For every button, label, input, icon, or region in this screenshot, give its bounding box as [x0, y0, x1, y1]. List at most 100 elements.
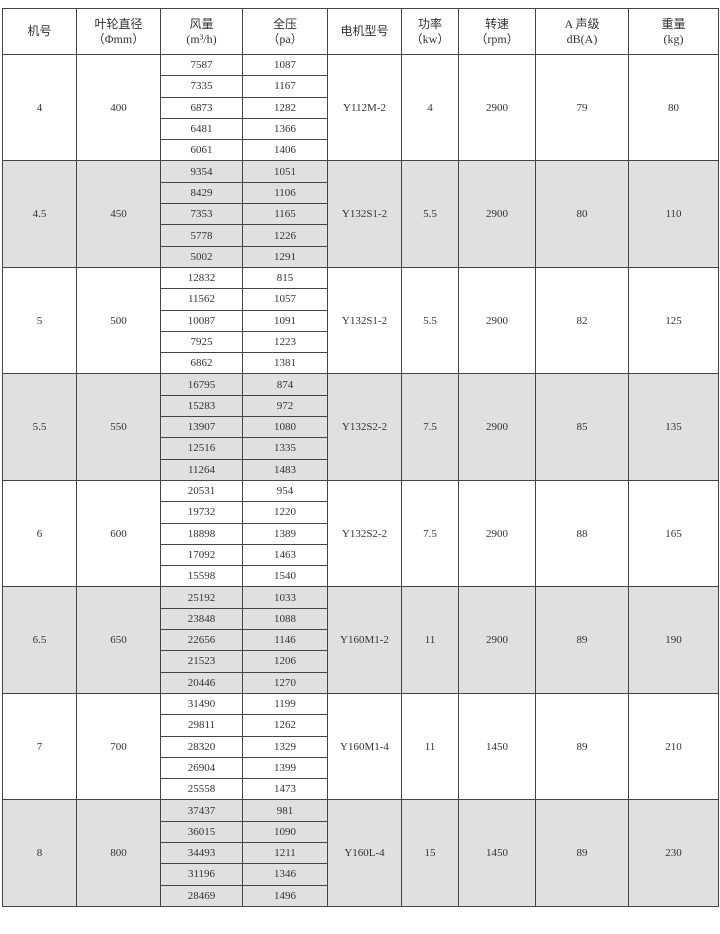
airflow-cell: 16795	[160, 373, 243, 396]
header-label: 叶轮直径	[94, 16, 143, 31]
header-pressure: 全压 （pa）	[242, 8, 328, 55]
header-impeller-diameter: 叶轮直径 （Φmm）	[76, 8, 161, 55]
weight-cell: 210	[628, 692, 719, 801]
model-no-cell: 5.5	[2, 373, 77, 481]
header-label: 功率	[417, 16, 442, 31]
header-unit: dB(A)	[566, 31, 598, 46]
pressure-cell: 1206	[242, 650, 328, 673]
airflow-cell: 25558	[160, 778, 243, 801]
header-unit: (kg)	[663, 31, 684, 46]
header-label: 转速	[484, 16, 509, 31]
header-power: 功率 （kw）	[401, 8, 459, 55]
airflow-cell: 29811	[160, 714, 243, 737]
pressure-cell: 1220	[242, 501, 328, 524]
pressure-cell: 1346	[242, 863, 328, 886]
airflow-cell: 6873	[160, 96, 243, 119]
table-row: 34493 1211	[3, 841, 719, 865]
pressure-cell: 1226	[242, 224, 328, 247]
header-unit: （pa）	[267, 31, 303, 46]
airflow-cell: 34493	[160, 841, 243, 865]
pressure-cell: 972	[242, 394, 328, 418]
pressure-cell: 1088	[242, 607, 328, 631]
pressure-cell: 1381	[242, 352, 328, 375]
pressure-cell: 1080	[242, 416, 328, 439]
airflow-cell: 7925	[160, 330, 243, 354]
model-no-cell: 5	[2, 266, 77, 375]
pressure-cell: 1090	[242, 820, 328, 843]
airflow-cell: 13907	[160, 416, 243, 439]
motor-model-cell: Y132S2-2	[327, 479, 402, 588]
airflow-cell: 28469	[160, 884, 243, 907]
table-row: 21523 1206	[3, 650, 719, 673]
pressure-cell: 1199	[242, 692, 328, 716]
airflow-cell: 7587	[160, 53, 243, 77]
pressure-cell: 1329	[242, 735, 328, 758]
table-row: 6862 1381	[3, 352, 719, 375]
airflow-cell: 7335	[160, 75, 243, 98]
airflow-cell: 19732	[160, 501, 243, 524]
motor-model-cell: Y160M1-2	[327, 586, 402, 694]
table-row: 19732 1220	[3, 501, 719, 524]
model-no-cell: 6.5	[2, 586, 77, 694]
impeller-diameter-cell: 600	[76, 479, 161, 588]
table-row: 8 800 37437 981 Y160L-4 15 1450 89 230	[2, 799, 719, 907]
airflow-cell: 20446	[160, 671, 243, 694]
header-label: 电机型号	[340, 24, 389, 38]
airflow-cell: 9354	[160, 160, 243, 183]
table-row: 28320 1329	[3, 735, 719, 758]
airflow-cell: 12832	[160, 266, 243, 290]
weight-cell: 135	[628, 373, 719, 481]
header-unit: （kw）	[410, 31, 450, 46]
airflow-cell: 37437	[160, 799, 243, 822]
pressure-cell: 1211	[242, 841, 328, 865]
noise-cell: 89	[535, 692, 629, 801]
pressure-cell: 1270	[242, 671, 328, 694]
pressure-cell: 1406	[242, 139, 328, 162]
pressure-cell: 1335	[242, 437, 328, 460]
model-no-cell: 8	[2, 799, 77, 907]
weight-cell: 230	[628, 799, 719, 907]
header-label: 重量	[661, 16, 686, 31]
header-label: 机号	[27, 24, 52, 38]
power-cell: 15	[401, 799, 459, 907]
pressure-cell: 1223	[242, 330, 328, 354]
table-body: 4 400 7587 1087 Y112M-2 4 2900 79 80 7335 1167 6873…	[2, 53, 719, 907]
impeller-diameter-cell: 550	[76, 373, 161, 481]
pressure-cell: 1463	[242, 543, 328, 567]
noise-cell: 82	[535, 266, 629, 375]
speed-cell: 2900	[458, 266, 536, 375]
weight-cell: 125	[628, 266, 719, 375]
table-row: 22656 1146	[3, 629, 719, 652]
weight-cell: 80	[628, 53, 719, 162]
impeller-diameter-cell: 650	[76, 586, 161, 694]
airflow-cell: 10087	[160, 309, 243, 332]
power-cell: 7.5	[401, 479, 459, 588]
speed-cell: 1450	[458, 799, 536, 907]
pressure-cell: 1540	[242, 565, 328, 588]
table-row: 25558 1473	[3, 778, 719, 801]
power-cell: 7.5	[401, 373, 459, 481]
airflow-cell: 11264	[160, 458, 243, 481]
speed-cell: 2900	[458, 160, 536, 268]
noise-cell: 80	[535, 160, 629, 268]
airflow-cell: 12516	[160, 437, 243, 460]
header-weight: 重量 (kg)	[628, 8, 719, 55]
airflow-cell: 36015	[160, 820, 243, 843]
table-row: 8429 1106	[3, 181, 719, 205]
speed-cell: 2900	[458, 479, 536, 588]
power-cell: 5.5	[401, 266, 459, 375]
header-unit: （rpm）	[475, 31, 519, 46]
table-row: 6481 1366	[3, 117, 719, 141]
pressure-cell: 1399	[242, 756, 328, 780]
header-label: 风量	[189, 16, 214, 31]
pressure-cell: 981	[242, 799, 328, 822]
impeller-diameter-cell: 800	[76, 799, 161, 907]
pressure-cell: 1167	[242, 75, 328, 98]
header-model-no: 机号	[2, 8, 77, 55]
table-row: 29811 1262	[3, 714, 719, 737]
table-row: 15283 972	[3, 394, 719, 418]
pressure-cell: 1473	[242, 778, 328, 801]
airflow-cell: 25192	[160, 586, 243, 609]
noise-cell: 89	[535, 586, 629, 694]
table-row: 23848 1088	[3, 607, 719, 631]
